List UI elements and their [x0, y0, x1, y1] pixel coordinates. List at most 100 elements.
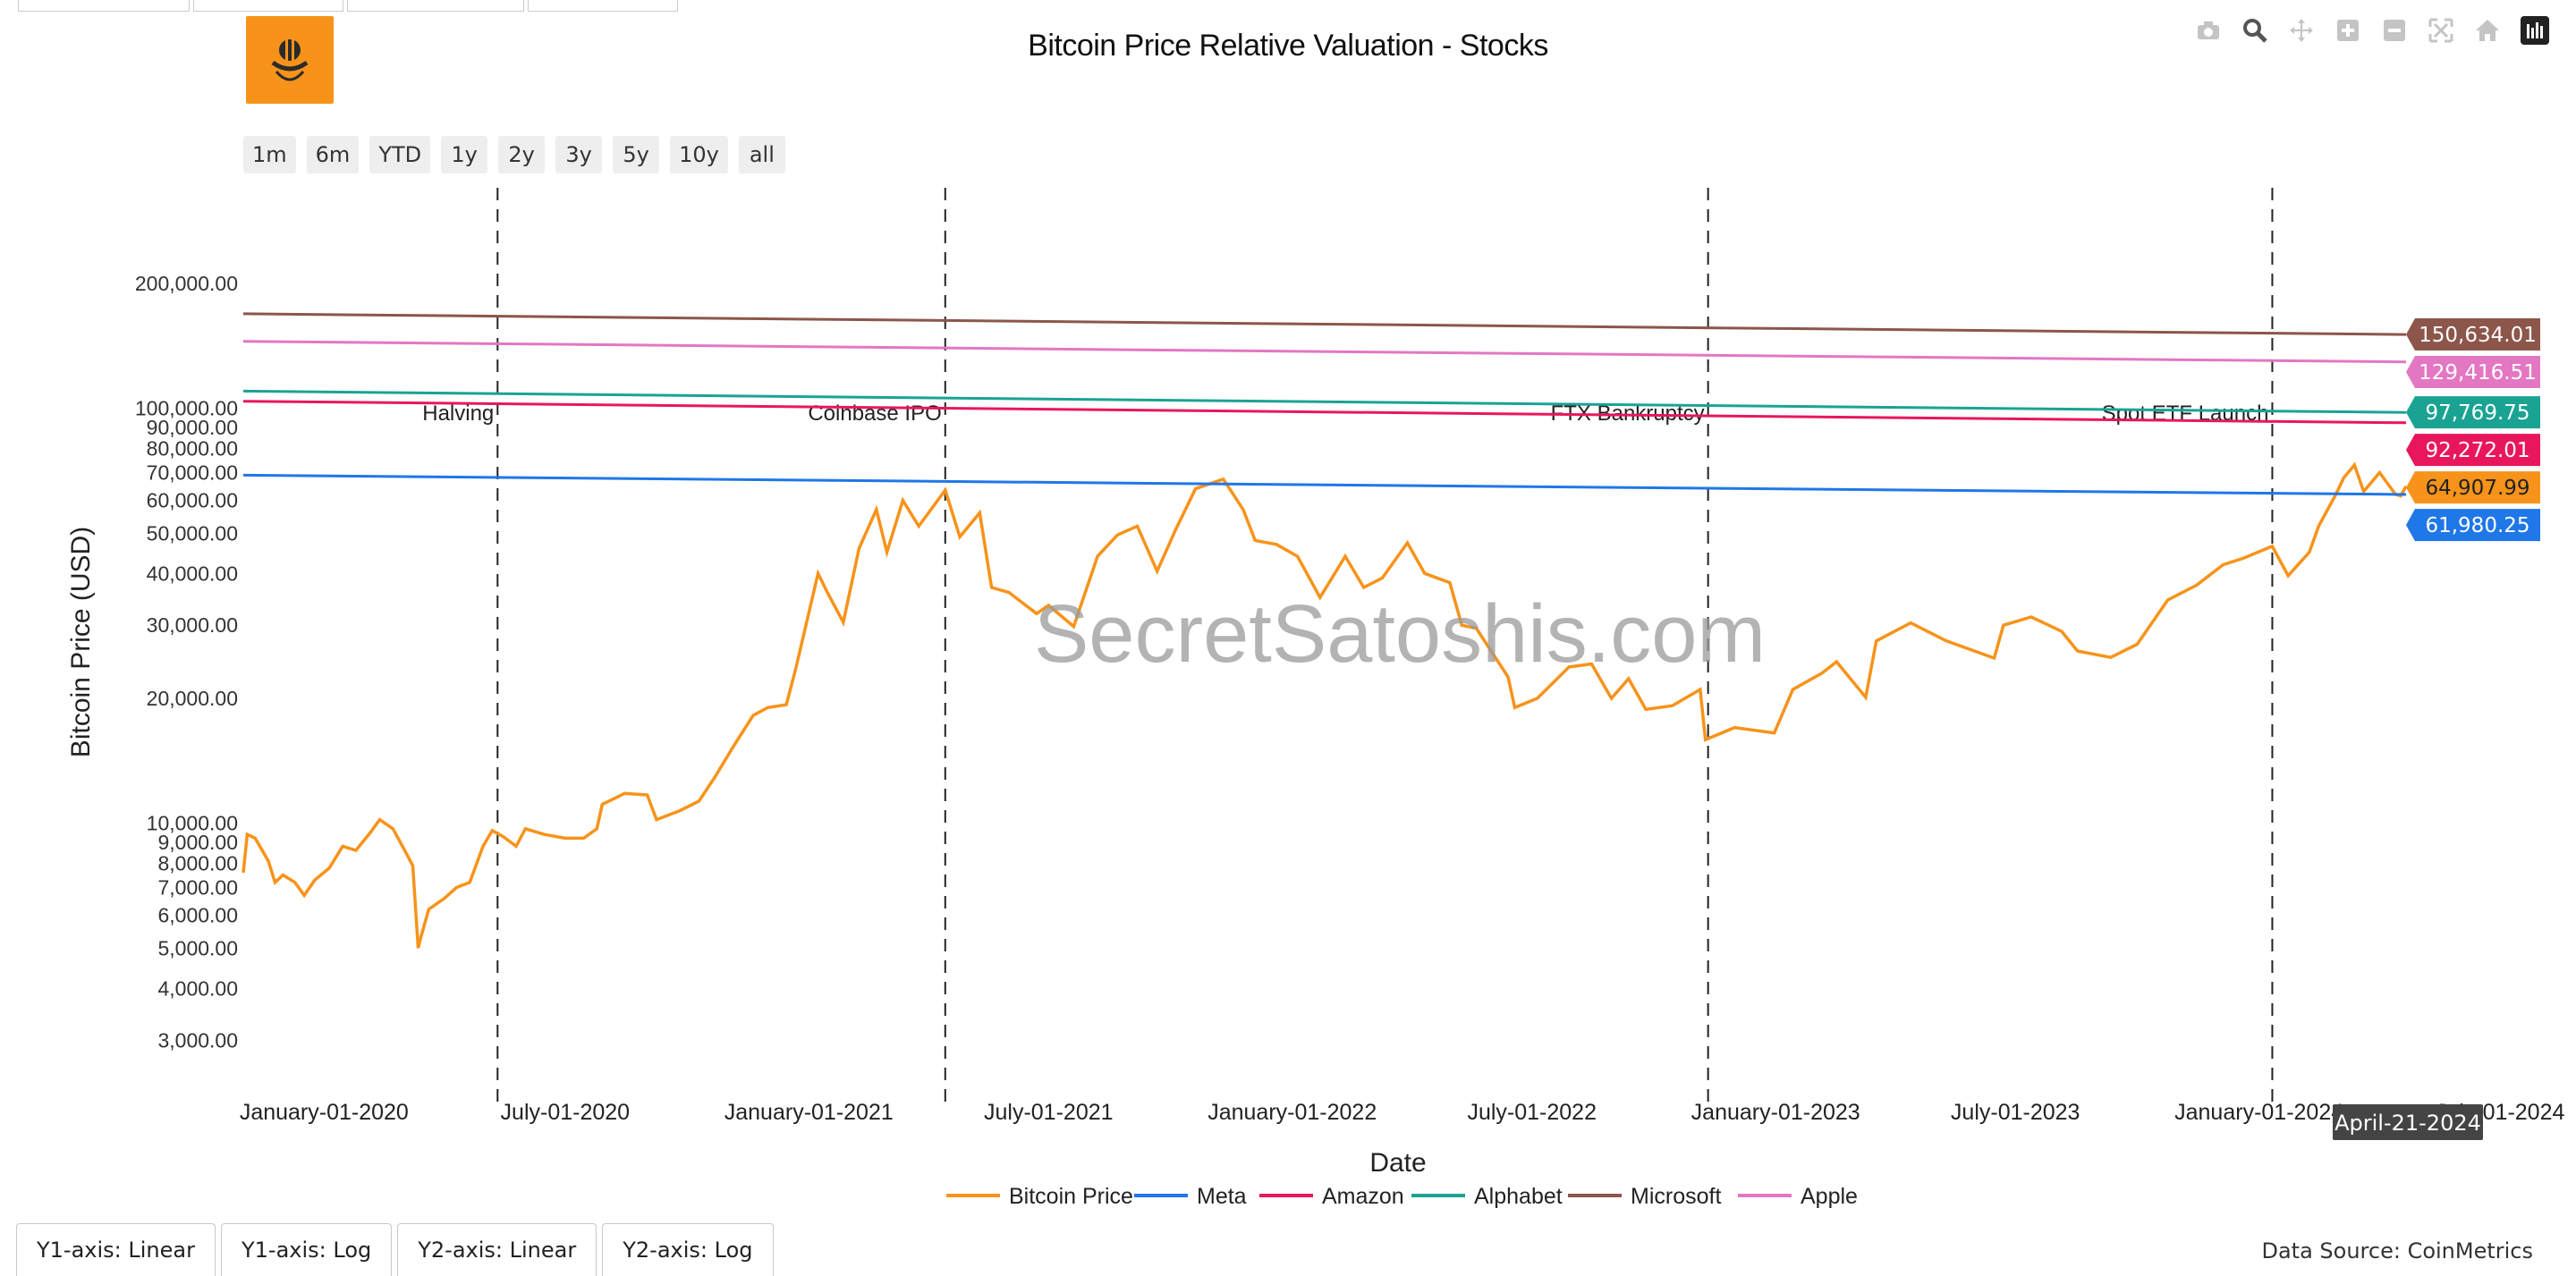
series-lines [242, 312, 2408, 949]
x-tick-label: January-01-2023 [1691, 1100, 1860, 1125]
hover-date-text: April-21-2024 [2334, 1111, 2481, 1136]
range-selector: 1m 6m YTD 1y 2y 3y 5y 10y all [243, 136, 785, 173]
x-axis: January-01-2020 July-01-2020 January-01-20… [240, 1100, 2565, 1125]
x-tick-label: July-01-2020 [501, 1100, 631, 1125]
plotly-logo-icon[interactable] [2521, 16, 2549, 45]
top-tab-stub [347, 0, 524, 12]
hover-date-label: April-21-2024 [2333, 1104, 2483, 1140]
series-line-microsoft [242, 312, 2407, 336]
x-tick-label: January-01-2022 [1208, 1100, 1377, 1125]
reset-axes-icon[interactable] [2474, 17, 2501, 44]
y-tick-label: 80,000.00 [147, 437, 238, 461]
x-tick-label: July-01-2021 [984, 1100, 1114, 1125]
series-end-labels: 150,634.01 129,416.51 97,769.75 92,272.01 64… [2406, 318, 2540, 542]
y-tick-label: 6,000.00 [157, 904, 238, 927]
series-line-bitcoin [242, 461, 2408, 949]
end-label-box [2406, 318, 2540, 351]
y-axis: 3,000.00 4,000.00 5,000.00 6,000.00 7,000.00… [135, 272, 238, 1052]
legend-label: Apple [1801, 1184, 1858, 1209]
modebar [2195, 16, 2549, 45]
chart-title: Bitcoin Price Relative Valuation - Stock… [1028, 29, 1548, 63]
range-button-1m[interactable]: 1m [243, 136, 296, 173]
legend-label: Microsoft [1631, 1184, 1721, 1209]
y2-linear-button[interactable]: Y2-axis: Linear [397, 1223, 597, 1276]
legend-item-bitcoin[interactable]: Bitcoin Price [946, 1184, 1133, 1209]
end-label-box [2406, 471, 2540, 504]
y-tick-label: 8,000.00 [157, 852, 238, 875]
legend-item-alphabet[interactable]: Alphabet [1411, 1184, 1563, 1209]
series-line-meta [242, 473, 2407, 496]
x-tick-label: January-01-2020 [240, 1100, 409, 1125]
bitcoin-logo [246, 16, 334, 104]
x-axis-title: Date [1369, 1148, 1426, 1178]
y-tick-label: 9,000.00 [157, 831, 238, 854]
range-button-all[interactable]: all [738, 136, 785, 173]
end-label-box [2406, 509, 2540, 542]
range-button-6m[interactable]: 6m [306, 136, 360, 173]
y-tick-label: 50,000.00 [147, 521, 238, 545]
end-label-box [2406, 356, 2540, 389]
x-tick-label: July-01-2023 [1951, 1100, 2080, 1125]
x-tick-label: January-01-2021 [724, 1100, 894, 1125]
y2-log-button[interactable]: Y2-axis: Log [602, 1223, 774, 1276]
legend-item-amazon[interactable]: Amazon [1259, 1184, 1404, 1209]
y-tick-label: 5,000.00 [157, 936, 238, 959]
end-label-box [2406, 396, 2540, 429]
end-label-bitcoin: 64,907.99 [2425, 477, 2529, 500]
camera-icon[interactable] [2195, 17, 2222, 44]
end-label-microsoft: 150,634.01 [2419, 324, 2537, 347]
series-line-apple [242, 340, 2407, 364]
range-button-10y[interactable]: 10y [670, 136, 728, 173]
legend-item-meta[interactable]: Meta [1134, 1184, 1247, 1209]
legend: Bitcoin Price Meta Amazon Alphabet Microsoft… [946, 1184, 1858, 1209]
bitcoin-logo-icon [271, 39, 309, 81]
event-label: Halving [422, 401, 494, 426]
legend-label: Alphabet [1474, 1184, 1563, 1209]
y-tick-label: 20,000.00 [147, 687, 238, 710]
range-button-1y[interactable]: 1y [441, 136, 488, 173]
x-tick-label: July-01-2022 [1467, 1100, 1597, 1125]
pan-icon[interactable] [2288, 17, 2315, 44]
autoscale-icon[interactable] [2428, 17, 2454, 44]
top-tab-stub [18, 0, 190, 12]
y-tick-label: 7,000.00 [157, 876, 238, 900]
end-label-alphabet: 97,769.75 [2425, 401, 2529, 425]
y1-log-button[interactable]: Y1-axis: Log [220, 1223, 393, 1276]
y1-linear-button[interactable]: Y1-axis: Linear [16, 1223, 216, 1276]
range-button-2y[interactable]: 2y [498, 136, 546, 173]
watermark: SecretSatoshis.com [1034, 588, 1766, 680]
range-button-ytd[interactable]: YTD [369, 136, 431, 173]
y-tick-label: 70,000.00 [147, 461, 238, 484]
end-label-apple: 129,416.51 [2419, 361, 2537, 384]
top-tab-stub [193, 0, 343, 12]
y-tick-label: 200,000.00 [135, 272, 238, 295]
end-label-amazon: 92,272.01 [2425, 439, 2529, 462]
y-tick-label: 90,000.00 [147, 416, 238, 439]
end-label-meta: 61,980.25 [2425, 514, 2529, 537]
axis-toggle-group: Y1-axis: Linear Y1-axis: Log Y2-axis: Li… [16, 1223, 774, 1276]
legend-item-microsoft[interactable]: Microsoft [1568, 1184, 1721, 1209]
range-button-3y[interactable]: 3y [555, 136, 603, 173]
range-button-5y[interactable]: 5y [613, 136, 660, 173]
legend-item-apple[interactable]: Apple [1738, 1184, 1858, 1209]
legend-label: Bitcoin Price [1009, 1184, 1133, 1209]
y-tick-label: 3,000.00 [157, 1028, 238, 1052]
y-tick-label: 60,000.00 [147, 489, 238, 512]
top-tab-stub [528, 0, 678, 12]
y-tick-label: 30,000.00 [147, 613, 238, 637]
y-tick-label: 10,000.00 [147, 812, 238, 835]
legend-label: Meta [1197, 1184, 1247, 1209]
end-label-box [2406, 434, 2540, 467]
y-axis-title: Bitcoin Price (USD) [66, 527, 96, 757]
zoom-icon[interactable] [2241, 17, 2268, 44]
y-tick-label: 100,000.00 [135, 397, 238, 420]
zoom-in-icon[interactable] [2334, 17, 2361, 44]
y-tick-label: 4,000.00 [157, 976, 238, 1000]
event-label: Coinbase IPO [808, 401, 941, 426]
y-tick-label: 40,000.00 [147, 562, 238, 585]
legend-label: Amazon [1322, 1184, 1404, 1209]
zoom-out-icon[interactable] [2381, 17, 2408, 44]
x-tick-label: January-01-2024 [2174, 1100, 2343, 1125]
data-source-label: Data Source: CoinMetrics [2261, 1238, 2533, 1263]
